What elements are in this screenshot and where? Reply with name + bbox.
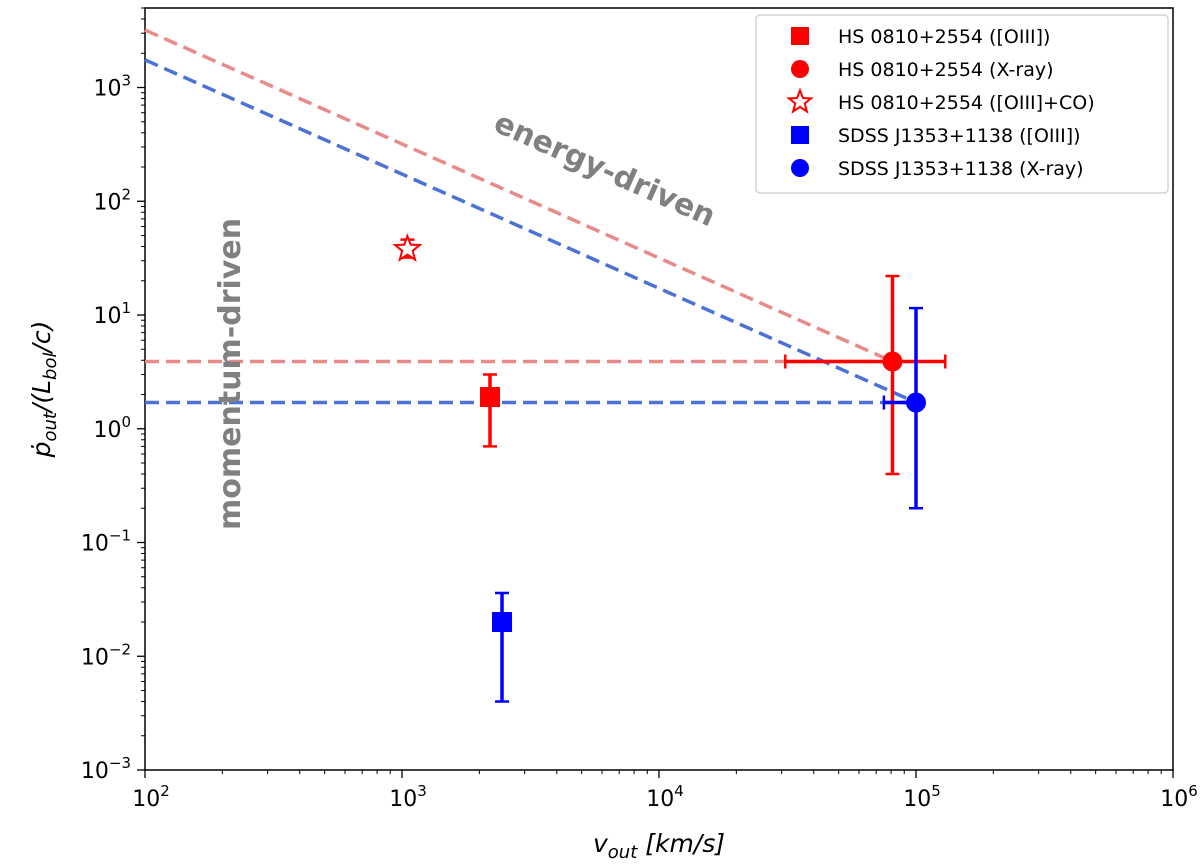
legend-marker bbox=[791, 126, 809, 144]
legend-label: HS 0810+2554 (X-ray) bbox=[838, 59, 1054, 81]
line-blue-energy bbox=[144, 58, 917, 405]
data-point bbox=[480, 387, 501, 408]
legend-label: HS 0810+2554 ([OIII]) bbox=[838, 26, 1050, 48]
y-tick-label: 10−3 bbox=[81, 754, 131, 784]
legend-marker bbox=[791, 27, 809, 45]
y-tick-label: 103 bbox=[93, 72, 131, 102]
legend-frame bbox=[755, 14, 1169, 194]
y-tick-label: 101 bbox=[93, 299, 131, 329]
data-point bbox=[906, 392, 926, 413]
x-axis-label: vout [km/s] bbox=[593, 829, 725, 863]
line-red-energy bbox=[144, 28, 894, 364]
y-tick-label: 10−1 bbox=[81, 527, 131, 557]
x-tick-label: 105 bbox=[903, 782, 941, 812]
legend: HS 0810+2554 ([OIII]) HS 0810+2554 (X-ray… bbox=[755, 14, 1169, 194]
y-tick-label: 100 bbox=[93, 413, 131, 443]
x-tick-label: 102 bbox=[132, 782, 170, 812]
legend-marker bbox=[791, 60, 809, 78]
data-point bbox=[392, 233, 423, 262]
momentum-driven-annotation: momentum-driven bbox=[213, 218, 248, 530]
x-tick-label: 106 bbox=[1160, 782, 1198, 812]
data-point bbox=[492, 612, 513, 633]
legend-label: HS 0810+2554 ([OIII]+CO) bbox=[838, 92, 1095, 114]
y-tick-label: 10−2 bbox=[81, 640, 131, 670]
legend-marker bbox=[786, 87, 814, 114]
x-tick-label: 104 bbox=[646, 782, 684, 812]
data-point bbox=[882, 351, 903, 372]
reference-lines bbox=[144, 28, 917, 405]
y-axis-label: ṗout/(Lbol/c) bbox=[27, 321, 61, 459]
legend-label: SDSS J1353+1138 (X-ray) bbox=[838, 158, 1084, 180]
legend-marker bbox=[791, 159, 809, 177]
error-bars bbox=[400, 238, 947, 703]
x-tick-label: 103 bbox=[389, 782, 427, 812]
data-markers bbox=[392, 233, 926, 633]
axis-ticks: 102 103 104 105 106 10−3 10−2 10−1 100 101 102 103 bbox=[81, 7, 1198, 812]
legend-label: SDSS J1353+1138 ([OIII]) bbox=[838, 125, 1081, 147]
y-tick-label: 102 bbox=[93, 185, 131, 215]
